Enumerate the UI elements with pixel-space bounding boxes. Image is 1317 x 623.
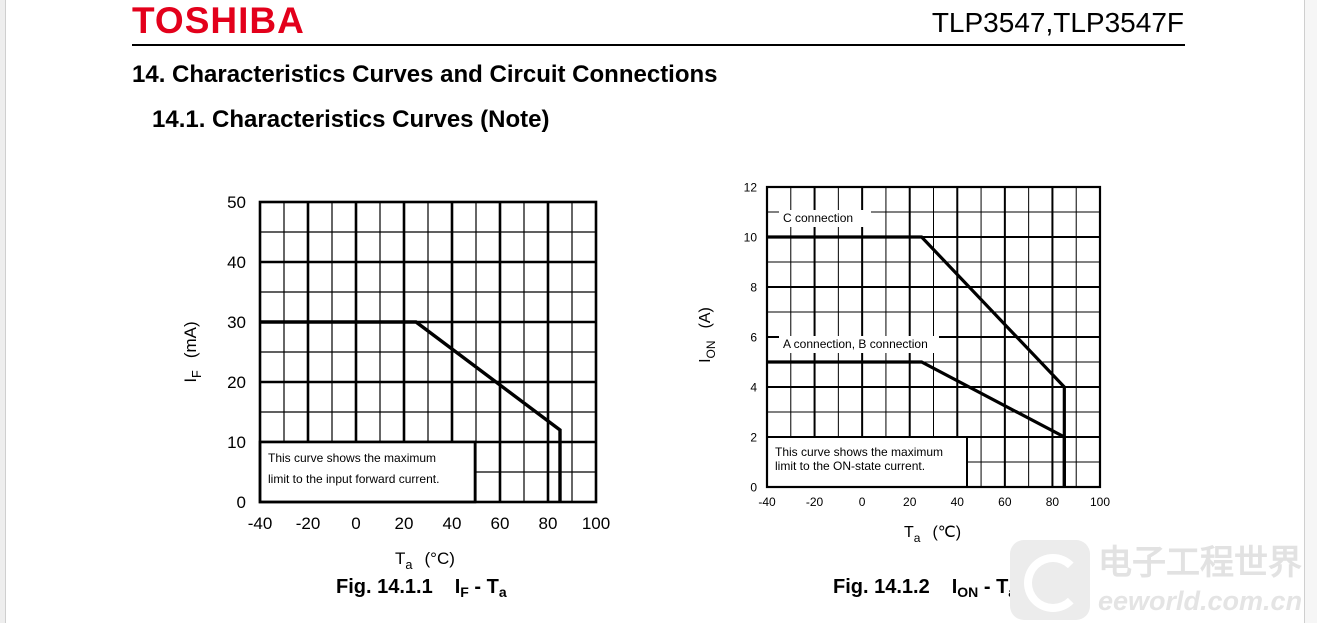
chart-if-vs-ta: This curve shows the maximum limit to the… — [181, 193, 610, 572]
note-box — [766, 436, 968, 488]
x-tick-label: 60 — [998, 495, 1012, 509]
x-tick-label: 20 — [395, 514, 414, 533]
y-tick-label: 40 — [227, 253, 246, 272]
series-line — [260, 320, 562, 502]
caption-x-2: T — [996, 576, 1009, 598]
x-tick-label: 20 — [903, 495, 917, 509]
x-axis-label: Ta (°C) — [395, 549, 455, 572]
note-text-line: This curve shows the maximum — [268, 451, 436, 465]
y-tick-label: 0 — [750, 480, 757, 494]
x-tick-label: 40 — [443, 514, 462, 533]
figure-number-1: Fig. 14.1.1 — [336, 576, 433, 598]
plot-frame — [765, 185, 1102, 489]
y-tick-label: 10 — [744, 230, 758, 244]
model-number: TLP3547,TLP3547F — [931, 7, 1184, 38]
brand-logo: TOSHIBA — [132, 0, 305, 41]
y-axis-label: ION(A) — [697, 307, 718, 363]
window-frame-right[interactable] — [1304, 0, 1317, 623]
y-tick-label: 0 — [237, 493, 246, 512]
watermark-chinese: 电子工程世界 — [1098, 544, 1302, 582]
plot-frame — [258, 200, 598, 504]
caption-y-2: I — [951, 576, 958, 598]
x-tick-label: 0 — [351, 514, 360, 533]
caption-x-sub-1: a — [498, 584, 507, 600]
y-tick-label: 2 — [750, 430, 757, 444]
header-divider — [132, 44, 1185, 46]
x-tick-label: 80 — [539, 514, 558, 533]
x-tick-label: 100 — [582, 514, 610, 533]
subsection-title: 14.1. Characteristics Curves (Note) — [152, 106, 550, 133]
caption-y-sub-1: F — [460, 584, 469, 600]
series-line — [767, 360, 1066, 487]
caption-x-1: T — [486, 576, 499, 598]
watermark-logo-icon — [1010, 540, 1090, 620]
watermark-url: eeworld.com.cn — [1098, 586, 1303, 616]
x-tick-label: 100 — [1090, 495, 1110, 509]
y-tick-label: 20 — [227, 373, 246, 392]
window-frame-left — [0, 0, 6, 623]
x-tick-label: 80 — [1046, 495, 1060, 509]
x-tick-label: -20 — [806, 495, 824, 509]
caption-y-1: I — [454, 576, 461, 598]
y-tick-label: 4 — [750, 380, 757, 394]
x-tick-label: -40 — [758, 495, 776, 509]
y-tick-label: 50 — [227, 193, 246, 212]
figure-number-2: Fig. 14.1.2 — [833, 576, 930, 598]
note-text-line: This curve shows the maximum — [775, 445, 943, 459]
y-tick-label: 10 — [227, 433, 246, 452]
x-tick-label: -40 — [248, 514, 273, 533]
series-label-bg — [779, 210, 871, 227]
series-label-bg — [779, 336, 939, 353]
note-text-line: limit to the ON-state current. — [775, 459, 925, 473]
x-tick-label: 40 — [951, 495, 965, 509]
caption-y-sub-2: ON — [957, 584, 979, 600]
series-label: A connection, B connection — [783, 337, 928, 351]
note-text-line: limit to the input forward current. — [268, 472, 439, 486]
x-axis-label: Ta (℃) — [904, 524, 961, 545]
y-tick-label: 12 — [744, 180, 758, 194]
x-tick-label: 60 — [491, 514, 510, 533]
x-tick-label: 0 — [859, 495, 866, 509]
y-tick-label: 8 — [750, 280, 757, 294]
series-label: C connection — [783, 211, 853, 225]
x-tick-label: -20 — [296, 514, 321, 533]
figure-caption-1: Fig. 14.1.1 IF - Ta — [336, 576, 507, 600]
y-tick-label: 6 — [750, 330, 757, 344]
y-axis-label: IF(mA) — [181, 321, 204, 382]
y-tick-label: 30 — [227, 313, 246, 332]
section-title: 14. Characteristics Curves and Circuit C… — [132, 61, 718, 88]
